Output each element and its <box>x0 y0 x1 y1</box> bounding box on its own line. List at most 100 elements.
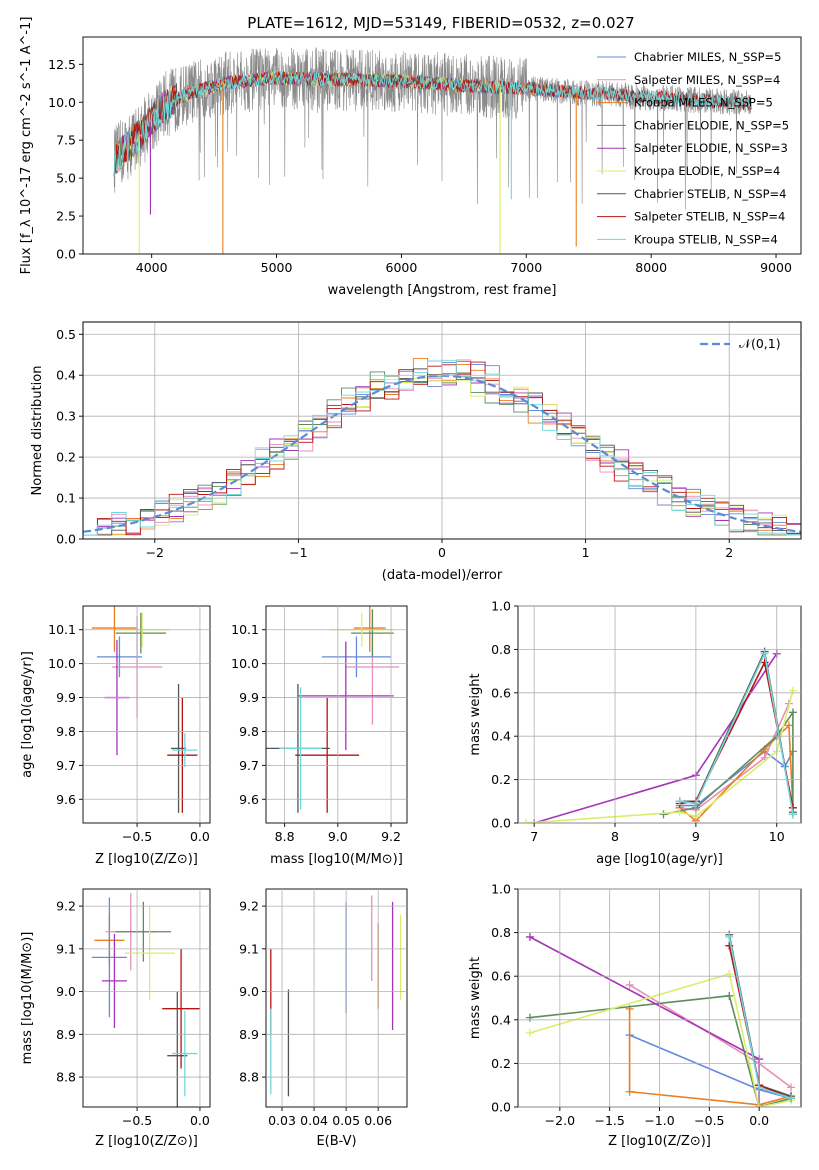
weight-marker-salpeter_stelib <box>760 658 769 667</box>
mass_vs_Z-plot <box>91 893 200 1107</box>
weight-marker-kroupa_stelib <box>760 649 769 658</box>
x-tick-label: 0.04 <box>300 1113 328 1128</box>
x-axis-label: mass [log10(M/M⊙)] <box>270 852 403 867</box>
weight-marker-kroupa_elodie <box>788 686 797 695</box>
weight-marker-kroupa_elodie <box>522 819 531 823</box>
weight-marker-chabrier_elodie <box>725 991 734 1000</box>
y-tick-label: 9.2 <box>56 899 76 914</box>
y-tick-label: 9.0 <box>239 984 259 999</box>
weight-line-salpeter_miles <box>629 984 792 1089</box>
x-tick-label: −0.5 <box>694 1113 724 1128</box>
y-tick-label: 8.9 <box>239 1027 259 1042</box>
x-tick-label: −1.0 <box>644 1113 674 1128</box>
x-tick-label: −1 <box>289 545 307 560</box>
weight-line-salpeter_stelib <box>728 945 792 1100</box>
mass_vs_EBV-plot <box>270 895 402 1097</box>
y-tick-label: 0.0 <box>56 247 76 262</box>
x-axis-label: (data-model)/error <box>382 568 503 583</box>
y-tick-label: 2.5 <box>56 209 76 224</box>
y-tick-label: 9.9 <box>239 690 259 705</box>
y-tick-label: 7.5 <box>56 133 76 148</box>
weight-marker-kroupa_stelib <box>788 810 797 819</box>
y-tick-label: 12.5 <box>48 57 76 72</box>
x-tick-label: −2.0 <box>545 1113 575 1128</box>
x-tick-label: 2 <box>725 545 733 560</box>
x-tick-label: 8.8 <box>275 829 295 844</box>
x-tick-label: 4000 <box>136 260 168 275</box>
age_vs_mass-plot <box>266 606 400 813</box>
axes-frame <box>265 888 408 1108</box>
x-axis-label: Z [log10(Z/Z⊙)] <box>95 852 198 867</box>
x-tick-label: 8 <box>611 829 619 844</box>
weight-marker-kroupa_stelib <box>725 932 734 941</box>
legend-label: 𝒩(0,1) <box>739 336 781 351</box>
legend-label: Chabrier ELODIE, N_SSP=5 <box>634 118 789 132</box>
x-tick-label: 0.03 <box>268 1113 296 1128</box>
weight-line-salpeter_elodie <box>533 653 778 823</box>
x-axis-label: Z [log10(Z/Z⊙)] <box>608 1134 711 1149</box>
x-tick-label: 5000 <box>261 260 293 275</box>
y-axis-label: mass weight <box>468 957 483 1039</box>
legend-label: Chabrier STELIB, N_SSP=4 <box>634 187 786 201</box>
spectrum-plot <box>113 47 752 254</box>
y-tick-label: 9.1 <box>239 941 259 956</box>
legend-label: Salpeter ELODIE, N_SSP=3 <box>634 141 788 155</box>
y-tick-label: 0.1 <box>56 491 76 506</box>
y-tick-label: 8.9 <box>56 1027 76 1042</box>
weight-line-kroupa_stelib <box>679 651 794 815</box>
x-axis-label: Z [log10(Z/Z⊙)] <box>95 1134 198 1149</box>
y-tick-label: 0.2 <box>491 1056 511 1071</box>
age_vs_Z-plot <box>91 606 198 813</box>
y-tick-label: 5.0 <box>56 171 76 186</box>
legend-label: Chabrier MILES, N_SSP=5 <box>634 50 781 64</box>
axes-frame <box>82 888 211 1108</box>
y-tick-label: 0.0 <box>491 1100 511 1115</box>
weight-marker-kroupa_stelib <box>675 797 684 806</box>
y-tick-label: 0.4 <box>56 368 76 383</box>
y-tick-label: 0.4 <box>491 1012 511 1027</box>
y-axis-label: Normed distribution <box>30 366 45 496</box>
y-tick-label: 10.0 <box>48 656 76 671</box>
x-tick-label: 0.0 <box>749 1113 769 1128</box>
y-tick-label: 0.5 <box>56 327 76 342</box>
x-tick-label: 6000 <box>386 260 418 275</box>
x-tick-label: −0.5 <box>122 829 152 844</box>
y-tick-label: 0.2 <box>491 772 511 787</box>
weight-marker-salpeter_miles <box>625 980 634 989</box>
x-tick-label: 9.2 <box>381 829 401 844</box>
weight-line-kroupa_miles <box>628 1008 792 1106</box>
weight-marker-kroupa_elodie <box>525 1028 534 1037</box>
y-tick-label: 10.0 <box>231 656 259 671</box>
y-tick-label: 0.2 <box>56 450 76 465</box>
weight-marker-kroupa_miles <box>784 721 793 730</box>
y-tick-label: 8.8 <box>239 1070 259 1085</box>
y-axis-label: age [log10(age/yr)] <box>20 651 35 778</box>
x-tick-label: 7 <box>530 829 538 844</box>
y-tick-label: 1.0 <box>491 882 511 897</box>
weight-line-salpeter_stelib <box>679 659 794 808</box>
y-axis-label: mass [log10(M/M⊙)] <box>20 932 35 1065</box>
axes-frame <box>265 605 408 824</box>
weight_vs_Z-plot <box>525 930 796 1107</box>
x-tick-label: 0 <box>438 545 446 560</box>
weight-marker-salpeter_stelib <box>725 941 734 950</box>
x-tick-label: 0.05 <box>332 1113 360 1128</box>
legend-label: Salpeter STELIB, N_SSP=4 <box>634 210 785 224</box>
x-tick-label: −0.5 <box>122 1113 152 1128</box>
y-tick-label: 9.6 <box>239 792 259 807</box>
y-tick-label: 0.3 <box>56 409 76 424</box>
y-tick-label: 0.8 <box>491 925 511 940</box>
x-tick-label: 0.06 <box>364 1113 392 1128</box>
weight-marker-chabrier_elodie <box>659 810 668 819</box>
weight-marker-kroupa_elodie <box>725 970 734 979</box>
y-tick-label: 0.4 <box>491 729 511 744</box>
x-tick-label: −1.5 <box>594 1113 624 1128</box>
axes-frame <box>82 321 802 540</box>
y-tick-label: 9.2 <box>239 899 259 914</box>
x-tick-label: 0.0 <box>190 829 210 844</box>
weight_vs_age-plot <box>522 647 797 823</box>
y-axis-label: mass weight <box>468 673 483 755</box>
weight-marker-kroupa_stelib <box>787 1094 796 1103</box>
y-tick-label: 9.7 <box>239 758 259 773</box>
